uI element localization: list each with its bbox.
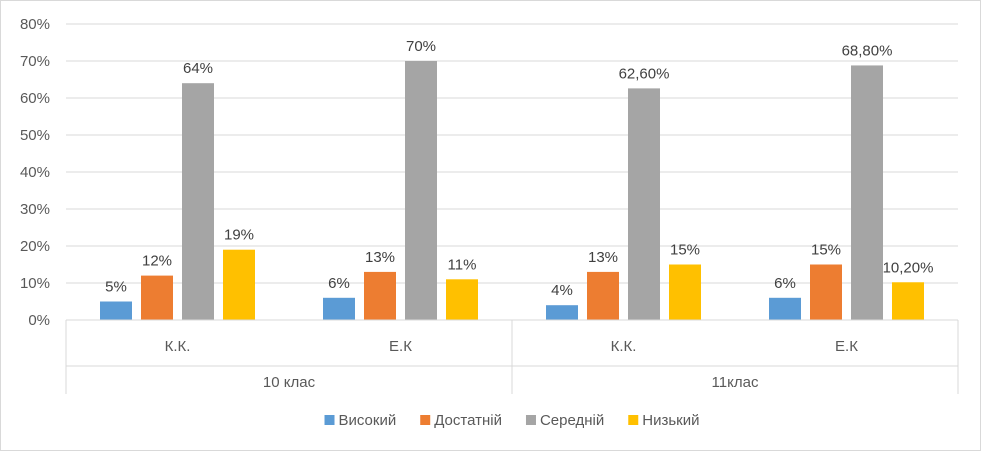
y-tick-label: 60%: [20, 90, 50, 107]
bar: [405, 61, 437, 320]
bar: [892, 282, 924, 320]
gridlines: [66, 23, 958, 321]
group-label: 10 клас: [263, 374, 316, 391]
data-label: 12%: [142, 253, 172, 270]
bar: [810, 264, 842, 320]
legend-label: Достатній: [434, 412, 502, 429]
bar: [546, 305, 578, 320]
legend-item: Високий: [324, 412, 397, 429]
bar: [223, 249, 255, 320]
legend-swatch: [525, 415, 536, 425]
legend-swatch: [324, 415, 335, 425]
y-tick-label: 0%: [28, 312, 50, 329]
y-tick-label: 40%: [20, 164, 50, 181]
legend: Високий Достатній Середній Низький: [324, 412, 699, 429]
y-tick-label: 20%: [20, 238, 50, 255]
group-label: 11клас: [712, 374, 759, 391]
data-label: 4%: [551, 282, 573, 299]
legend-swatch: [420, 415, 431, 425]
data-label: 5%: [105, 279, 127, 296]
data-label: 10,20%: [883, 259, 934, 276]
legend-item: Достатній: [420, 412, 502, 429]
data-label: 6%: [774, 275, 796, 292]
bar: [100, 301, 132, 320]
bar: [182, 83, 214, 320]
bar: [141, 275, 173, 320]
data-label: 68,80%: [842, 42, 893, 59]
data-label: 15%: [811, 242, 841, 259]
data-labels: 5% 12% 64% 19% 6% 13% 70% 11% 4% 13% 62,60% 15% 6% 15…: [105, 38, 933, 299]
bar: [851, 65, 883, 320]
legend-label: Низький: [642, 412, 699, 429]
data-label: 64%: [183, 60, 213, 77]
data-label: 62,60%: [619, 65, 670, 82]
bar: [587, 271, 619, 320]
legend-item: Середній: [525, 412, 604, 429]
bars: [100, 61, 924, 320]
legend-label: Високий: [339, 412, 397, 429]
y-tick-label: 70%: [20, 53, 50, 70]
bar: [669, 264, 701, 320]
data-label: 6%: [328, 275, 350, 292]
category-label: К.К.: [165, 338, 191, 355]
bar: [446, 279, 478, 320]
data-label: 15%: [670, 242, 700, 259]
data-label: 11%: [448, 256, 477, 273]
y-tick-label: 10%: [20, 275, 50, 292]
y-tick-label: 50%: [20, 127, 50, 144]
legend-label: Середній: [540, 412, 604, 429]
data-label: 70%: [406, 38, 436, 55]
bar: [364, 271, 396, 320]
category-label: К.К.: [611, 338, 637, 355]
bar: [323, 297, 355, 320]
legend-item: Низький: [628, 412, 699, 429]
y-tick-label: 80%: [20, 16, 50, 33]
y-axis-ticks: 0% 10% 20% 30% 40% 50% 60% 70% 80%: [20, 16, 50, 329]
data-label: 13%: [588, 249, 618, 266]
data-label: 13%: [365, 249, 395, 266]
x-axis-categories: К.К. Е.К К.К. Е.К 10 клас 11клас: [65, 319, 959, 394]
y-tick-label: 30%: [20, 201, 50, 218]
data-label: 19%: [224, 227, 254, 244]
category-label: Е.К: [835, 338, 858, 355]
legend-swatch: [628, 415, 639, 425]
category-label: Е.К: [389, 338, 412, 355]
bar: [628, 88, 660, 320]
bar: [769, 297, 801, 320]
